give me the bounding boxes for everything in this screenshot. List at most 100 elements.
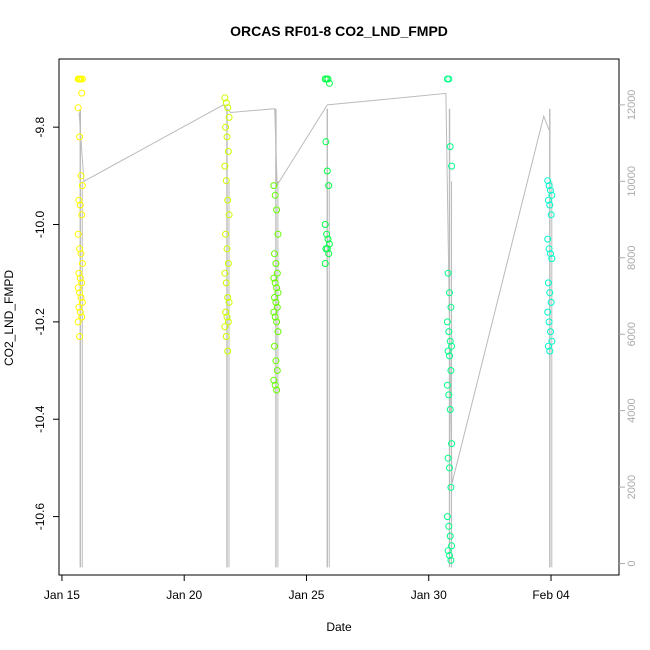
data-point	[221, 162, 229, 170]
y-axis: -10.6 -10.4 -10.2 -10.0 -9.8	[33, 116, 59, 530]
data-point	[221, 323, 229, 331]
data-point	[77, 294, 85, 301]
data-point	[445, 391, 453, 399]
data-point	[222, 123, 230, 131]
x-axis-label: Date	[326, 620, 352, 634]
data-point	[223, 313, 231, 321]
data-point	[444, 269, 452, 277]
data-point	[323, 245, 331, 253]
data-point	[78, 89, 86, 97]
data-point	[274, 289, 282, 297]
data-point	[75, 303, 83, 311]
data-point	[224, 318, 232, 326]
data-point	[548, 337, 556, 345]
data-point	[76, 274, 84, 282]
data-point	[76, 133, 84, 141]
data-point	[446, 352, 453, 360]
data-point	[225, 113, 233, 121]
data-point	[443, 513, 451, 521]
data-point	[224, 347, 232, 355]
data-point	[443, 318, 451, 326]
y2-tick-label: 4000	[626, 398, 638, 422]
data-point	[224, 104, 232, 112]
y-axis-label: CO2_LND_FMPD	[2, 270, 16, 366]
data-point	[78, 75, 86, 83]
data-point	[448, 440, 456, 448]
x-tick-label: Jan 15	[44, 588, 80, 602]
data-point	[446, 143, 454, 151]
data-point	[547, 328, 554, 336]
data-point	[544, 196, 552, 204]
data-point	[76, 289, 84, 297]
data-point	[78, 211, 86, 219]
data-point	[446, 464, 453, 472]
data-point	[547, 250, 554, 258]
chart-title: ORCAS RF01-8 CO2_LND_FMPD	[230, 23, 448, 39]
data-point	[222, 99, 230, 107]
data-point	[76, 201, 84, 209]
data-point	[447, 303, 455, 311]
data-point	[444, 347, 452, 355]
data-point	[273, 318, 281, 326]
data-point	[448, 542, 456, 550]
data-point	[443, 381, 451, 389]
y2-tick-label: 8000	[626, 246, 638, 270]
data-point	[273, 367, 281, 374]
data-point	[270, 182, 278, 190]
data-point	[323, 230, 331, 238]
data-point	[223, 245, 231, 253]
data-point	[78, 313, 86, 321]
data-point	[271, 381, 279, 389]
data-point	[273, 269, 281, 277]
data-point	[221, 269, 229, 277]
data-point	[545, 182, 553, 190]
data-points-layer	[74, 75, 556, 564]
data-point	[324, 75, 332, 83]
data-point	[224, 148, 232, 155]
data-point	[271, 279, 279, 287]
data-point	[76, 245, 84, 253]
data-point	[445, 75, 453, 83]
data-point	[548, 255, 556, 263]
data-point	[545, 245, 553, 253]
data-point	[546, 289, 554, 297]
data-point	[225, 298, 233, 306]
data-point	[222, 177, 230, 185]
data-point	[273, 206, 281, 214]
data-point	[544, 308, 552, 316]
data-point	[78, 182, 86, 190]
data-point	[222, 308, 230, 316]
data-point	[272, 357, 280, 365]
data-point	[78, 279, 86, 287]
data-point	[222, 279, 230, 287]
data-point	[77, 250, 85, 258]
data-point	[272, 260, 280, 267]
data-point	[444, 454, 452, 462]
y-tick-label: -10.4	[33, 405, 47, 433]
data-point	[448, 342, 456, 350]
data-point	[74, 104, 82, 112]
data-point	[270, 308, 278, 316]
data-point	[75, 269, 83, 277]
y2-tick-label: 10000	[626, 166, 638, 197]
data-point	[446, 289, 453, 297]
data-point	[544, 342, 552, 350]
data-point	[75, 196, 83, 204]
data-point	[325, 79, 333, 87]
data-point	[74, 318, 82, 326]
data-point	[547, 186, 554, 194]
data-point	[322, 138, 330, 146]
y2-tick-label: 0	[626, 560, 638, 566]
data-point	[271, 191, 279, 199]
data-point	[78, 260, 86, 267]
data-point	[224, 196, 232, 204]
data-point	[447, 556, 455, 564]
data-point	[76, 308, 84, 316]
data-point	[448, 162, 456, 170]
data-point	[270, 274, 278, 282]
data-point	[274, 328, 282, 336]
plot-area	[58, 58, 620, 576]
data-point	[548, 191, 556, 199]
data-point	[272, 298, 280, 306]
data-point	[74, 230, 82, 238]
